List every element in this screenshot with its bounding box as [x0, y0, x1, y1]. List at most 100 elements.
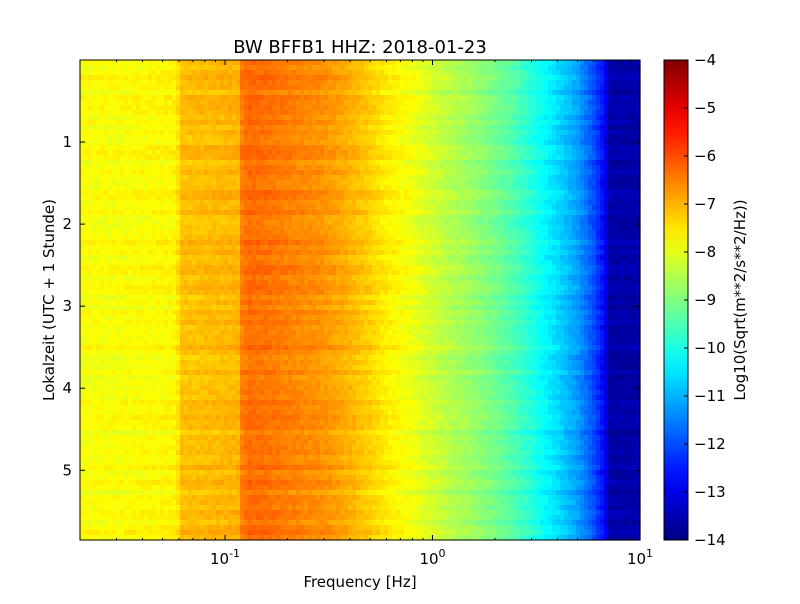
- heatmap-cell: [132, 75, 137, 81]
- heatmap-cell: [172, 195, 177, 201]
- heatmap-cell: [164, 70, 169, 76]
- heatmap-cell: [224, 275, 229, 281]
- heatmap-cell: [88, 315, 93, 321]
- heatmap-cell: [220, 240, 225, 246]
- heatmap-cell: [200, 520, 205, 526]
- heatmap-cell: [80, 155, 85, 161]
- heatmap-cell: [232, 485, 237, 491]
- heatmap-cell: [220, 105, 225, 111]
- heatmap-cell: [92, 265, 97, 271]
- heatmap-cell: [240, 65, 245, 71]
- heatmap-cell: [192, 290, 197, 296]
- heatmap-cell: [84, 160, 89, 166]
- heatmap-cell: [264, 230, 269, 236]
- heatmap-cell: [148, 425, 153, 431]
- heatmap-cell: [184, 420, 189, 426]
- heatmap-cell: [196, 435, 201, 441]
- heatmap-cell: [108, 340, 113, 346]
- heatmap-cell: [232, 435, 237, 441]
- heatmap-cell: [280, 410, 285, 416]
- heatmap-cell: [264, 300, 269, 306]
- heatmap-cell: [80, 270, 85, 276]
- heatmap-cell: [160, 105, 165, 111]
- heatmap-cell: [224, 410, 229, 416]
- heatmap-cell: [184, 150, 189, 156]
- heatmap-cell: [248, 340, 253, 346]
- heatmap-cell: [152, 400, 157, 406]
- heatmap-cell: [244, 135, 249, 141]
- heatmap-cell: [136, 110, 141, 116]
- heatmap-cell: [160, 90, 165, 96]
- heatmap-cell: [236, 495, 241, 501]
- heatmap-cell: [256, 240, 261, 246]
- heatmap-cell: [144, 515, 149, 521]
- heatmap-cell: [92, 105, 97, 111]
- heatmap-cell: [200, 405, 205, 411]
- heatmap-cell: [236, 400, 241, 406]
- heatmap-cell: [216, 145, 221, 151]
- heatmap-cell: [144, 400, 149, 406]
- heatmap-cell: [252, 245, 257, 251]
- heatmap-cell: [224, 295, 229, 301]
- heatmap-cell: [272, 90, 277, 96]
- heatmap-cell: [148, 95, 153, 101]
- heatmap-cell: [260, 260, 265, 266]
- heatmap-cell: [92, 215, 97, 221]
- heatmap-cell: [160, 455, 165, 461]
- heatmap-cell: [84, 345, 89, 351]
- heatmap-cell: [84, 375, 89, 381]
- heatmap-cell: [256, 100, 261, 106]
- heatmap-cell: [192, 455, 197, 461]
- heatmap-cell: [256, 120, 261, 126]
- heatmap-cell: [236, 435, 241, 441]
- heatmap-cell: [212, 490, 217, 496]
- heatmap-cell: [92, 340, 97, 346]
- heatmap-cell: [148, 205, 153, 211]
- heatmap-cell: [280, 80, 285, 86]
- heatmap-cell: [260, 420, 265, 426]
- heatmap-cell: [168, 435, 173, 441]
- heatmap-cell: [276, 350, 281, 356]
- heatmap-cell: [144, 225, 149, 231]
- heatmap-cell: [124, 415, 129, 421]
- heatmap-cell: [272, 275, 277, 281]
- heatmap-cell: [196, 170, 201, 176]
- heatmap-cell: [248, 460, 253, 466]
- heatmap-cell: [148, 490, 153, 496]
- heatmap-cell: [212, 460, 217, 466]
- heatmap-cell: [140, 245, 145, 251]
- heatmap-cell: [212, 235, 217, 241]
- heatmap-cell: [252, 65, 257, 71]
- heatmap-cell: [124, 310, 129, 316]
- heatmap-cell: [164, 515, 169, 521]
- heatmap-cell: [284, 255, 289, 261]
- heatmap-cell: [276, 505, 281, 511]
- heatmap-cell: [280, 395, 285, 401]
- heatmap-cell: [224, 525, 229, 531]
- heatmap-cell: [168, 160, 173, 166]
- heatmap-cell: [264, 115, 269, 121]
- heatmap-cell: [216, 370, 221, 376]
- heatmap-cell: [188, 410, 193, 416]
- heatmap-cell: [228, 260, 233, 266]
- heatmap-cell: [84, 135, 89, 141]
- heatmap-cell: [184, 120, 189, 126]
- heatmap-cell: [184, 135, 189, 141]
- heatmap-cell: [84, 470, 89, 476]
- heatmap-cell: [236, 275, 241, 281]
- heatmap-cell: [176, 65, 181, 71]
- heatmap-cell: [284, 475, 289, 481]
- heatmap-cell: [260, 180, 265, 186]
- heatmap-cell: [168, 60, 173, 66]
- heatmap-cell: [204, 250, 209, 256]
- heatmap-cell: [256, 235, 261, 241]
- heatmap-cell: [104, 335, 109, 341]
- heatmap-cell: [268, 335, 273, 341]
- heatmap-cell: [204, 425, 209, 431]
- heatmap-cell: [116, 295, 121, 301]
- heatmap-cell: [188, 290, 193, 296]
- heatmap-cell: [264, 255, 269, 261]
- heatmap-cell: [148, 355, 153, 361]
- heatmap-cell: [156, 375, 161, 381]
- heatmap-cell: [192, 400, 197, 406]
